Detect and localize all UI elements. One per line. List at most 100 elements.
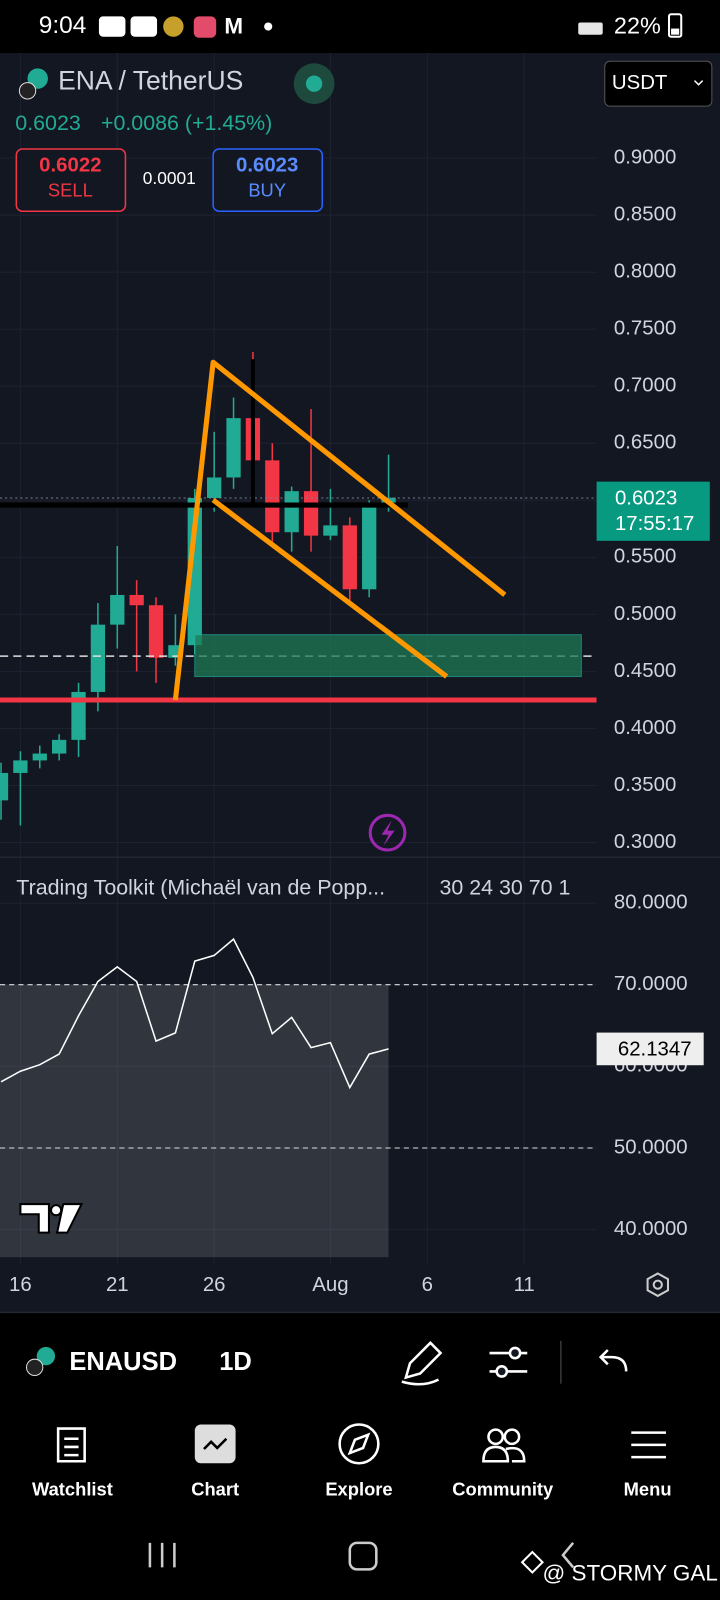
- candle-body: [110, 594, 125, 625]
- lightning-icon[interactable]: [368, 813, 407, 852]
- nav-icons: [56, 1423, 666, 1465]
- candle-body: [207, 477, 222, 499]
- y-tick-label: 0.5500: [614, 546, 676, 568]
- sell-price[interactable]: 0.6022: [39, 155, 101, 177]
- toolbar-symbol[interactable]: ENAUSD: [69, 1348, 177, 1376]
- symbol: ENA / TetherUS: [58, 66, 243, 96]
- explore-needle: [347, 1432, 371, 1456]
- x-tick-label: 6: [422, 1274, 433, 1296]
- candle-body: [13, 760, 28, 773]
- y-tick-label: 0.8000: [614, 260, 676, 282]
- candles: [0, 351, 396, 826]
- explore-icon[interactable]: [338, 1423, 380, 1465]
- y-tick-label: 0.6500: [614, 432, 676, 454]
- watchlist-icon[interactable]: [56, 1427, 86, 1463]
- toolbar-exchange: [26, 1358, 44, 1377]
- nav-labels: Watchlist Chart Explore Community Menu: [32, 1479, 672, 1500]
- candle-body: [323, 525, 338, 536]
- nav-label[interactable]: Watchlist: [32, 1479, 113, 1500]
- toolbar: ENAUSD 1D: [26, 1340, 628, 1386]
- price-tag: 0.6023 17:55:17: [596, 481, 710, 541]
- indicators-icon[interactable]: [489, 1346, 528, 1378]
- y-tick-label: 0.7000: [614, 375, 676, 397]
- toolbar-interval[interactable]: 1D: [219, 1348, 252, 1376]
- candle-body: [52, 739, 67, 754]
- y-tick-label: 40.0000: [614, 1218, 688, 1240]
- price-tag-box: [596, 481, 710, 541]
- x-tick-label: 16: [9, 1274, 32, 1296]
- candle-body: [187, 498, 202, 646]
- sell-button[interactable]: 0.6022 SELL: [15, 148, 127, 212]
- community-icon[interactable]: [482, 1428, 526, 1463]
- y-tick-label: 0.3500: [614, 774, 676, 796]
- sell-label[interactable]: SELL: [48, 180, 93, 201]
- buy-button[interactable]: 0.6023 BUY: [212, 148, 324, 212]
- y-tick-label: 0.9000: [614, 146, 676, 168]
- candle-body: [90, 624, 106, 692]
- y-tick-label: 0.5000: [614, 603, 676, 625]
- flag-lower: [211, 497, 449, 679]
- candle-body: [32, 753, 47, 761]
- spread: 0.0001: [143, 168, 196, 188]
- countdown: 17:55:17: [615, 513, 694, 535]
- undo-icon[interactable]: [598, 1349, 628, 1372]
- candle-body: [129, 594, 144, 606]
- y-tick-label: 70.0000: [614, 973, 688, 995]
- buy-box[interactable]: [212, 148, 324, 212]
- indicator-line: [0, 937, 389, 1090]
- sell-box[interactable]: [15, 148, 127, 212]
- currency[interactable]: USDT: [612, 72, 667, 94]
- candle-body: [303, 491, 319, 536]
- y-tick-label: 0.4000: [614, 717, 676, 739]
- chart-icon[interactable]: [194, 1424, 236, 1464]
- chart-icon-line: [203, 1437, 228, 1450]
- candle-body: [71, 691, 86, 740]
- y-tick-label: 80.0000: [614, 892, 688, 914]
- header: ENA / TetherUS 0.6023 +0.0086 (+1.45%) 0…: [15, 60, 713, 212]
- x-tick-label: 21: [106, 1274, 129, 1296]
- candle-body: [0, 772, 9, 801]
- battery: 22%: [614, 13, 661, 39]
- watermark: @ STORMY GAL: [543, 1560, 718, 1585]
- price-tag-price: 0.6023: [615, 487, 677, 509]
- settings-icon[interactable]: [646, 1272, 670, 1298]
- nav-label[interactable]: Community: [452, 1479, 554, 1500]
- buy-price[interactable]: 0.6023: [236, 155, 298, 177]
- toolbar-coin: [36, 1346, 56, 1366]
- nav-label[interactable]: Explore: [325, 1479, 392, 1500]
- x-tick-label: Aug: [312, 1274, 348, 1296]
- menu-icon[interactable]: [631, 1431, 666, 1459]
- buy-label[interactable]: BUY: [248, 180, 286, 201]
- system-nav: [148, 1541, 575, 1571]
- y-tick-label: 50.0000: [614, 1136, 688, 1158]
- draw-icon[interactable]: [401, 1341, 443, 1386]
- candle-body: [342, 525, 357, 590]
- candle-body: [265, 460, 280, 533]
- drawings: [0, 359, 597, 852]
- indicator-area: [0, 984, 389, 1258]
- y-tick-label: 0.4500: [614, 660, 676, 682]
- nav-label[interactable]: Chart: [191, 1479, 239, 1500]
- coin-icon: [27, 68, 48, 89]
- chart-background: [0, 53, 720, 1314]
- indicator-value: 62.1347: [618, 1038, 692, 1060]
- flag-upper: [172, 359, 507, 701]
- candle-body: [362, 507, 377, 590]
- market-dot: [305, 75, 323, 92]
- lightning-bolt: [381, 820, 395, 846]
- exchange-icon: [18, 82, 37, 100]
- last-price: 0.6023: [15, 111, 80, 135]
- status-icons: M 22%: [98, 13, 683, 39]
- price-change: +0.0086 (+1.45%): [101, 111, 272, 135]
- candle-body: [148, 605, 164, 658]
- y-tick-label: 0.3000: [614, 831, 676, 853]
- currency-select[interactable]: [604, 60, 713, 107]
- x-tick-label: 26: [203, 1274, 226, 1296]
- svg-text:M: M: [224, 13, 243, 38]
- nav-label[interactable]: Menu: [624, 1479, 672, 1500]
- clock: 9:04: [39, 12, 87, 39]
- y-tick-label: 0.7500: [614, 318, 676, 340]
- dropdown-arrow: [693, 80, 704, 86]
